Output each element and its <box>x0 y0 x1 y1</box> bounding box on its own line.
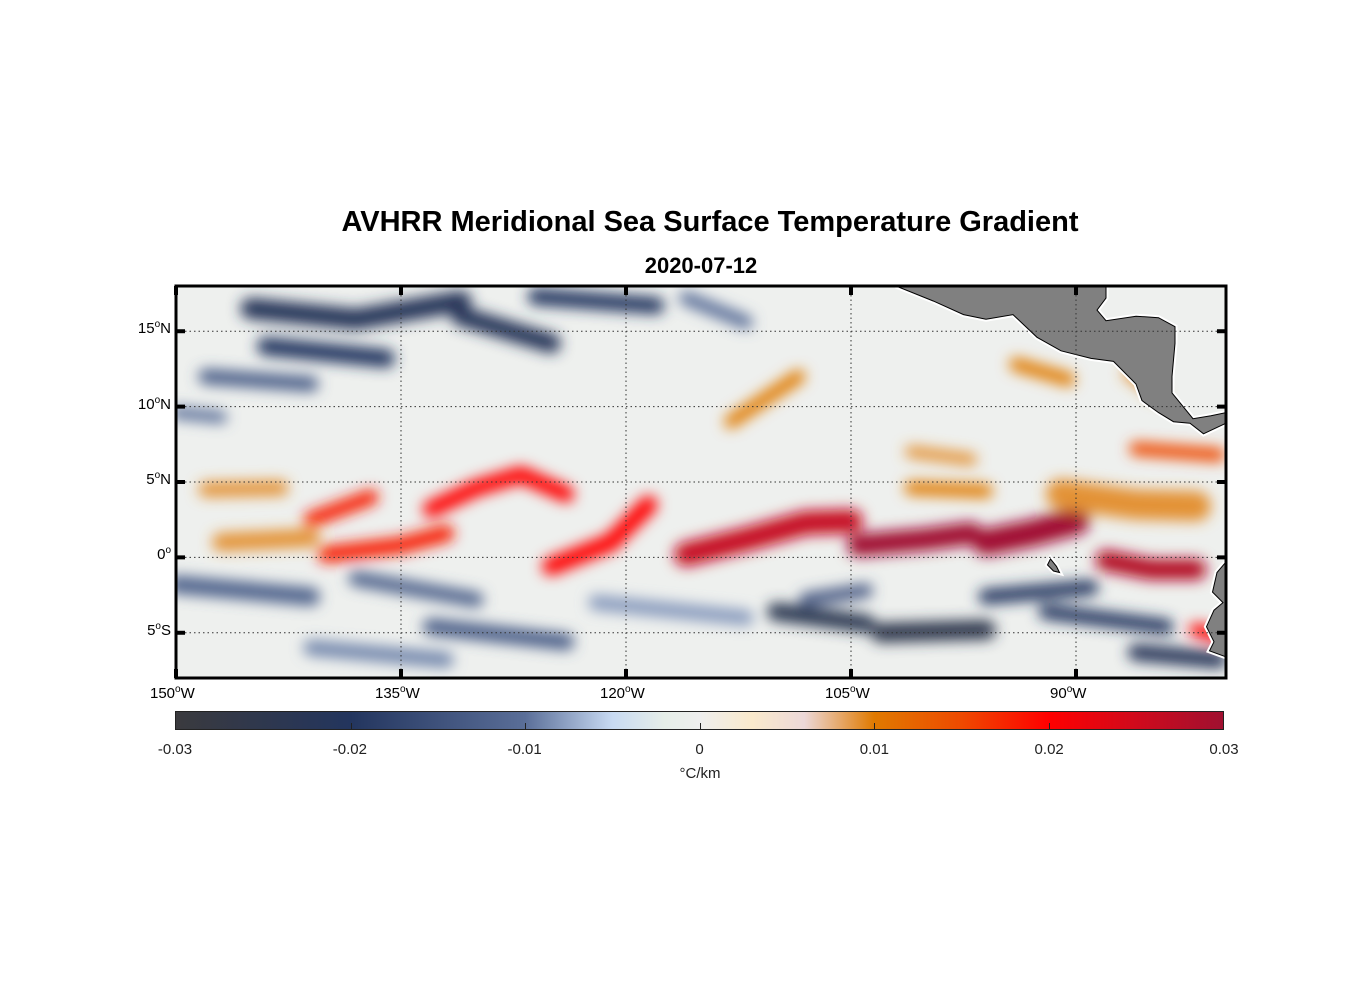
colorbar-tick <box>525 723 526 730</box>
warm-front-feature <box>724 369 806 429</box>
cold-gradient-feature <box>679 291 753 329</box>
warm-front-feature <box>422 466 575 518</box>
colorbar <box>175 711 1224 730</box>
colorbar-tick <box>699 723 701 730</box>
warm-front-feature <box>905 445 977 466</box>
colorbar-tick-label: -0.01 <box>507 741 542 758</box>
x-tick-label: 105oW <box>825 684 870 702</box>
warm-front-feature <box>317 525 455 563</box>
cold-gradient-feature <box>303 640 454 668</box>
y-tick-label: 15oN <box>137 319 171 338</box>
colorbar-tick-label: -0.03 <box>157 741 193 758</box>
land-mass <box>1046 557 1061 574</box>
x-tick-label: 90oW <box>1050 684 1087 702</box>
cold-gradient-feature <box>176 575 320 606</box>
cold-gradient-feature <box>176 406 227 424</box>
warm-front-feature <box>904 481 993 498</box>
cold-gradient-feature <box>527 288 665 314</box>
cold-gradient-feature <box>1038 604 1174 635</box>
y-tick-label: 10oN <box>137 394 171 413</box>
land-central-america <box>895 286 1226 435</box>
warm-front-feature <box>847 522 983 557</box>
chart-title: AVHRR Meridional Sea Surface Temperature… <box>341 206 1079 238</box>
warm-front-feature <box>1129 442 1226 462</box>
colorbar-tick <box>350 723 352 730</box>
cold-gradient-feature <box>257 337 395 368</box>
colorbar-tick <box>1048 723 1050 730</box>
cold-gradient-feature <box>422 618 575 651</box>
warm-front-feature <box>1009 357 1076 387</box>
colorbar-tick-label: 0.02 <box>1034 741 1064 758</box>
cold-gradient-feature <box>799 583 873 607</box>
cold-gradient-feature <box>588 595 754 626</box>
chart-subtitle: 2020-07-12 <box>644 253 758 278</box>
warm-front-feature <box>212 528 320 552</box>
cold-gradient-feature <box>978 580 1099 605</box>
y-tick-label: 0o <box>157 545 171 564</box>
cold-gradient-feature <box>871 620 996 643</box>
warm-front-feature <box>542 495 658 576</box>
colorbar-tick-label: -0.02 <box>332 741 367 758</box>
y-tick-label: 5oN <box>146 470 171 488</box>
colorbar-tick-label: 0.03 <box>1209 741 1239 758</box>
cold-gradient-feature <box>451 306 561 354</box>
colorbar-tick <box>874 723 875 730</box>
y-tick-label: 5oS <box>147 620 171 639</box>
x-tick-label: 135oW <box>375 684 420 702</box>
colorbar-unit-label: °C/km <box>679 765 721 782</box>
x-tick-label: 120oW <box>600 684 645 702</box>
warm-front-feature <box>198 480 289 497</box>
warm-front-feature <box>1095 549 1207 580</box>
cold-gradient-feature <box>198 369 319 392</box>
colorbar-tick-label: 0.01 <box>859 741 889 758</box>
cold-gradient-feature <box>1127 644 1226 669</box>
warm-front-feature <box>674 509 863 567</box>
warm-front-feature <box>972 507 1090 556</box>
warm-front-feature <box>303 489 379 528</box>
colorbar-tick-label: 0 <box>695 741 704 758</box>
cold-gradient-feature <box>240 290 472 330</box>
warm-front-feature <box>1046 479 1211 522</box>
cold-gradient-feature <box>767 602 875 633</box>
cold-gradient-feature <box>348 571 484 608</box>
x-tick-label: 150oW <box>150 684 195 702</box>
